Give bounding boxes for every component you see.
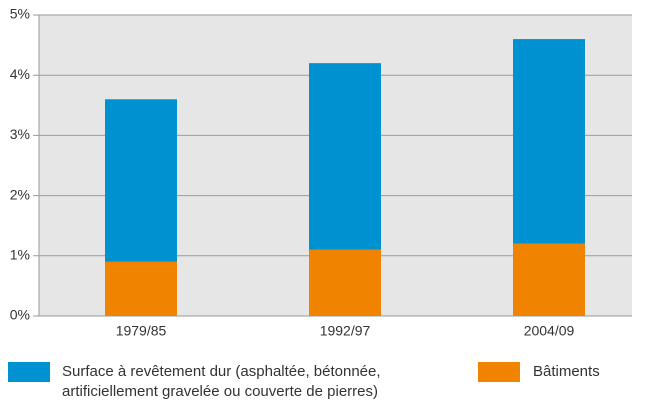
legend-swatch bbox=[8, 362, 50, 382]
bar-segment bbox=[309, 63, 381, 250]
y-tick-label: 1% bbox=[10, 247, 30, 263]
bar-segment bbox=[309, 249, 381, 316]
bar-segment bbox=[105, 261, 177, 316]
legend-label: Surface à revêtement dur (asphaltée, bét… bbox=[62, 363, 381, 400]
bar-segment bbox=[105, 99, 177, 262]
x-tick-label: 2004/09 bbox=[524, 323, 575, 339]
bar-segment bbox=[513, 243, 585, 316]
y-tick-label: 4% bbox=[10, 66, 30, 82]
y-tick-label: 0% bbox=[10, 307, 30, 323]
legend-swatch bbox=[478, 362, 520, 382]
legend-label: Bâtiments bbox=[533, 363, 600, 380]
x-tick-label: 1992/97 bbox=[320, 323, 371, 339]
y-tick-label: 2% bbox=[10, 186, 30, 202]
x-tick-label: 1979/85 bbox=[116, 323, 167, 339]
y-tick-label: 5% bbox=[10, 6, 30, 22]
y-tick-label: 3% bbox=[10, 126, 30, 142]
bar-segment bbox=[513, 39, 585, 244]
